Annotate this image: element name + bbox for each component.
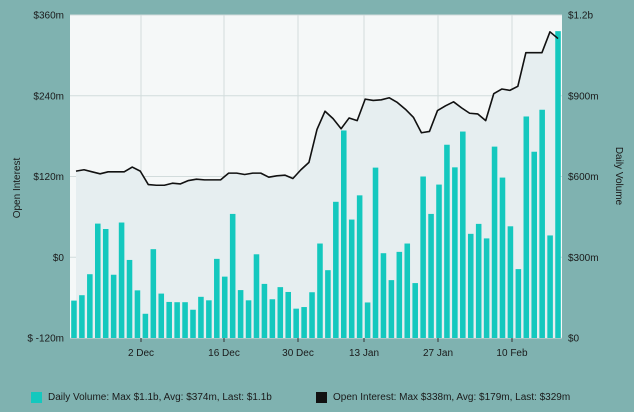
left-tick-label: $360m xyxy=(33,11,64,22)
left-axis-title: Open Interest xyxy=(12,157,23,218)
volume-bar[interactable] xyxy=(285,291,292,338)
volume-bar[interactable] xyxy=(348,219,355,338)
volume-bar[interactable] xyxy=(515,269,522,338)
volume-bar[interactable] xyxy=(237,290,244,338)
right-tick-label: $300m xyxy=(568,253,599,264)
volume-bar[interactable] xyxy=(79,295,85,338)
x-tick-label: 27 Jan xyxy=(423,348,453,359)
volume-bar[interactable] xyxy=(142,313,149,338)
volume-bar[interactable] xyxy=(221,276,228,338)
right-axis-title: Daily Volume xyxy=(613,147,624,206)
volume-bar[interactable] xyxy=(356,195,363,338)
volume-bar[interactable] xyxy=(110,274,117,338)
volume-bar[interactable] xyxy=(174,302,180,338)
volume-bar[interactable] xyxy=(555,31,561,339)
legend-label-open-interest: Open Interest: Max $338m, Avg: $179m, La… xyxy=(333,392,571,403)
volume-bars xyxy=(71,31,561,339)
volume-bar[interactable] xyxy=(166,301,172,338)
left-tick-label: $240m xyxy=(33,91,64,102)
open-interest-line-path xyxy=(75,31,559,187)
right-tick-label: $600m xyxy=(568,172,599,183)
left-tick-label: $120m xyxy=(33,172,64,183)
volume-bar[interactable] xyxy=(380,253,387,338)
legend-swatch-open-interest xyxy=(316,392,327,403)
volume-bar[interactable] xyxy=(245,300,252,338)
volume-bar[interactable] xyxy=(507,226,514,338)
left-axis-ticks: $ -120m $0 $120m $240m $360m xyxy=(27,11,64,345)
volume-bar[interactable] xyxy=(126,259,133,338)
volume-bar[interactable] xyxy=(253,254,260,338)
volume-bar[interactable] xyxy=(206,300,212,338)
volume-bar[interactable] xyxy=(277,287,284,338)
volume-bar[interactable] xyxy=(364,302,371,338)
legend-item-open-interest[interactable]: Open Interest: Max $338m, Avg: $179m, La… xyxy=(316,392,570,403)
volume-bar[interactable] xyxy=(214,258,220,338)
right-tick-label: $0 xyxy=(568,334,580,345)
right-tick-label: $900m xyxy=(568,91,599,102)
volume-bar[interactable] xyxy=(102,228,109,338)
volume-bar[interactable] xyxy=(531,151,538,338)
volume-bar[interactable] xyxy=(325,270,331,338)
volume-bar[interactable] xyxy=(491,146,498,338)
volume-bar[interactable] xyxy=(317,243,323,338)
x-tick-label: 2 Dec xyxy=(128,348,154,359)
volume-bar[interactable] xyxy=(261,283,268,338)
legend-swatch-volume xyxy=(31,392,42,403)
volume-bar[interactable] xyxy=(467,233,474,338)
right-tick-label: $1.2b xyxy=(568,11,593,22)
left-tick-label: $0 xyxy=(53,253,65,264)
volume-bar[interactable] xyxy=(301,307,307,338)
volume-bar[interactable] xyxy=(436,184,442,338)
volume-bar[interactable] xyxy=(539,109,545,338)
volume-bar[interactable] xyxy=(499,177,506,338)
volume-bar[interactable] xyxy=(420,176,426,339)
volume-bar[interactable] xyxy=(158,293,165,338)
volume-bar[interactable] xyxy=(412,283,418,338)
volume-bar[interactable] xyxy=(190,309,196,338)
volume-bar[interactable] xyxy=(229,213,236,338)
volume-bar[interactable] xyxy=(293,308,299,338)
x-tick-label: 13 Jan xyxy=(349,348,379,359)
volume-bar[interactable] xyxy=(87,274,93,338)
legend: Daily Volume: Max $1.1b, Avg: $374m, Las… xyxy=(0,390,634,410)
volume-bar[interactable] xyxy=(404,243,411,338)
x-tick-label: 16 Dec xyxy=(208,348,240,359)
volume-bar[interactable] xyxy=(452,167,458,338)
volume-bar[interactable] xyxy=(547,235,553,338)
right-axis-ticks: $0 $300m $600m $900m $1.2b xyxy=(568,11,599,345)
open-interest-line xyxy=(75,31,559,187)
volume-bar[interactable] xyxy=(150,249,157,338)
volume-bar[interactable] xyxy=(340,130,347,338)
legend-label-volume: Daily Volume: Max $1.1b, Avg: $374m, Las… xyxy=(48,392,272,403)
volume-bar[interactable] xyxy=(523,116,530,338)
volume-bar[interactable] xyxy=(134,290,141,338)
legend-item-volume[interactable]: Daily Volume: Max $1.1b, Avg: $374m, Las… xyxy=(31,392,272,403)
volume-bar[interactable] xyxy=(94,223,101,338)
volume-bar[interactable] xyxy=(460,131,466,338)
volume-bar[interactable] xyxy=(372,167,379,338)
left-tick-label: $ -120m xyxy=(27,334,64,345)
volume-bar[interactable] xyxy=(118,222,125,338)
volume-bar[interactable] xyxy=(198,296,204,338)
x-tick-label: 10 Feb xyxy=(496,348,528,359)
volume-bar[interactable] xyxy=(388,280,395,338)
volume-bar[interactable] xyxy=(269,299,276,338)
x-tick-label: 30 Dec xyxy=(282,348,314,359)
volume-bar[interactable] xyxy=(428,213,434,338)
x-axis-ticks: 2 Dec 16 Dec 30 Dec 13 Jan 27 Jan 10 Feb xyxy=(128,338,528,359)
volume-bar[interactable] xyxy=(333,201,339,338)
volume-bar[interactable] xyxy=(309,292,315,338)
volume-bar[interactable] xyxy=(396,251,403,338)
volume-bar[interactable] xyxy=(475,223,482,338)
volume-bar[interactable] xyxy=(444,144,450,338)
volume-bar[interactable] xyxy=(182,302,188,338)
volume-bar[interactable] xyxy=(483,238,490,338)
volume-bar[interactable] xyxy=(71,300,77,338)
